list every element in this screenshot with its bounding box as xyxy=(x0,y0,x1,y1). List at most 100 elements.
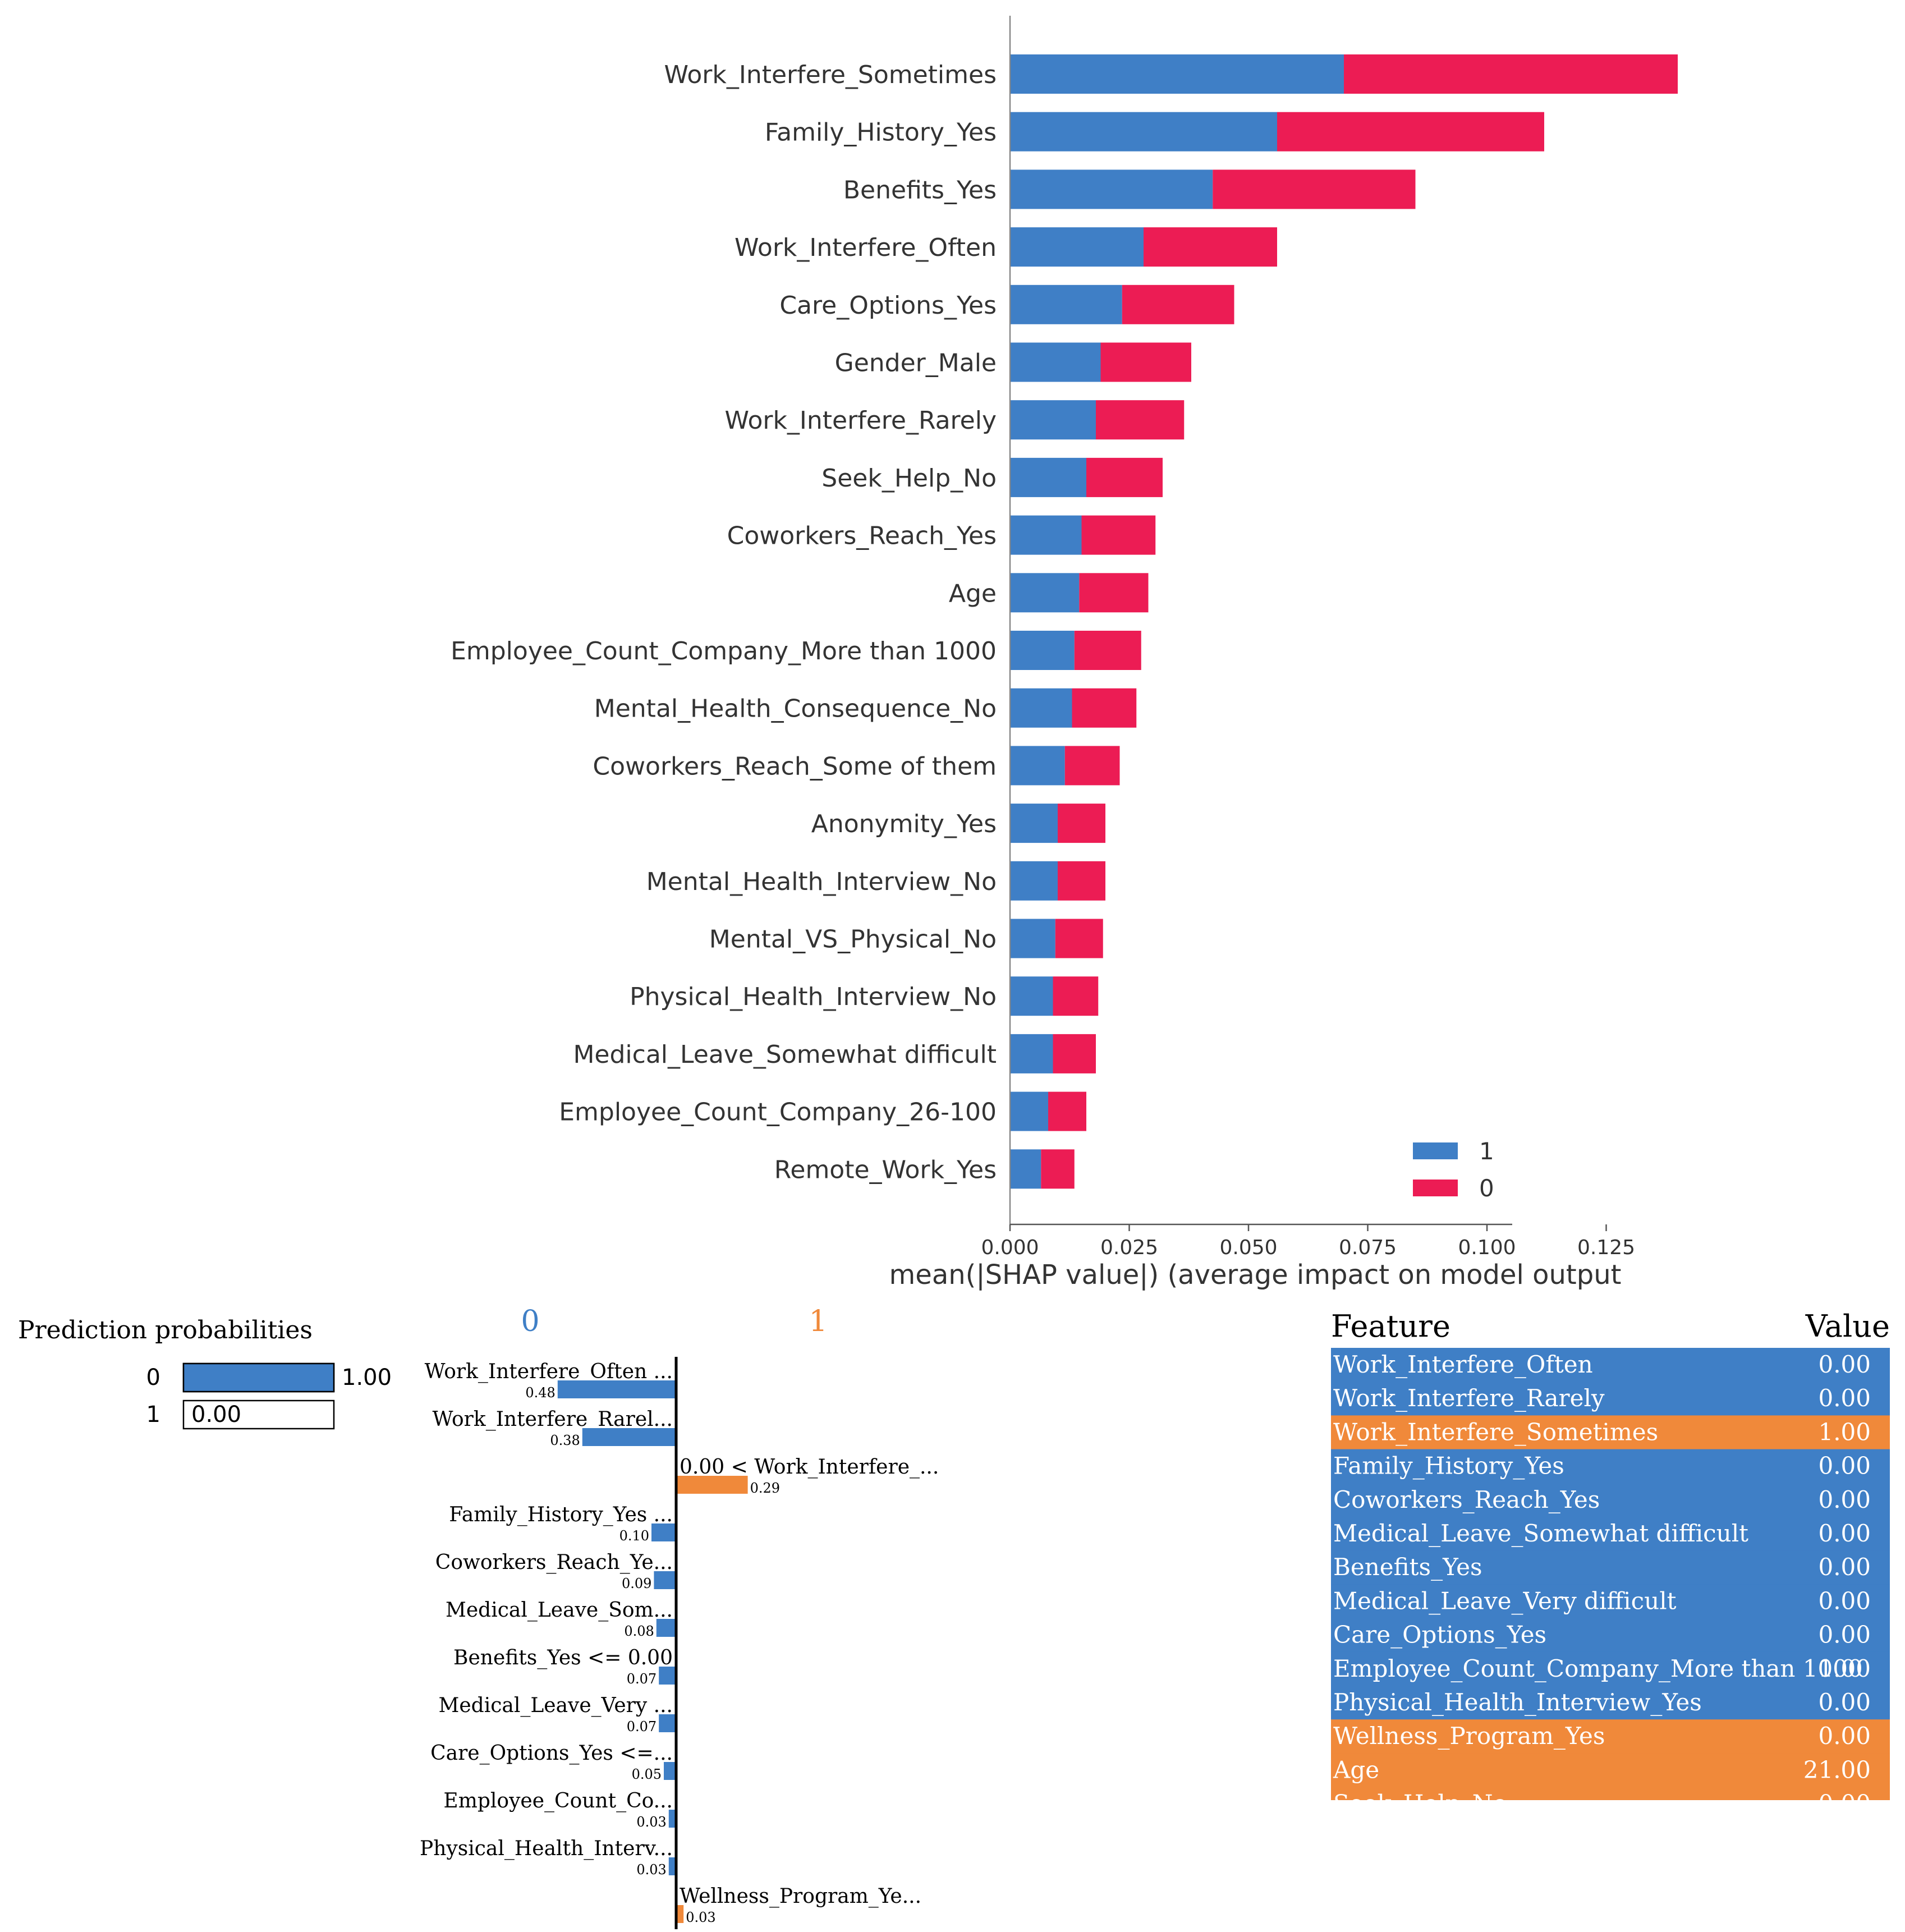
lime-value-label: 0.29 xyxy=(750,1480,780,1496)
legend-swatch-class-1 xyxy=(1413,1142,1458,1159)
feature-name: Physical_Health_Interview_Yes xyxy=(1333,1688,1702,1716)
shap-bar-seek-help-no-class-1 xyxy=(1010,457,1086,497)
feature-name: Medical_Leave_Very difficult xyxy=(1333,1587,1677,1614)
feature-name: Work_Interfere_Rarely xyxy=(1333,1384,1605,1412)
feature-row-seek-help-no xyxy=(1331,1787,1890,1800)
shap-bar-gender-male-class-1 xyxy=(1010,342,1101,382)
lime-feature-label: Employee_Count_Co... xyxy=(443,1789,673,1812)
lime-explanation-chart: 0 1 Work_Interfere_Often ... 0.48 Work_Int… xyxy=(420,1305,939,1929)
shap-bar-work-interfere-sometimes-class-1 xyxy=(1010,54,1344,94)
shap-feature-label: Physical_Health_Interview_No xyxy=(630,983,997,1011)
feature-row-family-history-yes xyxy=(1331,1449,1890,1484)
shap-feature-label: Work_Interfere_Sometimes xyxy=(664,61,997,89)
lime-bar-9 xyxy=(668,1810,676,1828)
feature-row-coworkers-reach-yes xyxy=(1331,1483,1890,1517)
shap-bar-medical-leave-somewhat-difficult-class-1 xyxy=(1010,1034,1053,1073)
feature-name: Family_History_Yes xyxy=(1333,1452,1564,1480)
shap-x-ticks: 0.000 0.025 0.050 0.075 0.100 0.125 xyxy=(981,1224,1635,1259)
feature-row-care-options-yes xyxy=(1331,1618,1890,1653)
proba-class-label-0: 0 xyxy=(146,1365,160,1391)
feature-value: 0.00 xyxy=(1818,1621,1871,1649)
shap-bar-work-interfere-sometimes-class-0 xyxy=(1344,54,1678,94)
feature-row-work-interfere-often xyxy=(1331,1348,1890,1382)
lime-bar-7 xyxy=(659,1714,676,1732)
shap-feature-label: Mental_Health_Interview_No xyxy=(646,868,997,896)
shap-bar-care-options-yes-class-1 xyxy=(1010,284,1122,324)
feature-value: 0.00 xyxy=(1818,1384,1871,1412)
feature-name: Employee_Count_Company_More than 1000 xyxy=(1333,1655,1863,1682)
feature-value: 21.00 xyxy=(1803,1756,1871,1783)
lime-feature-label: Medical_Leave_Som... xyxy=(446,1599,673,1622)
lime-value-label: 0.09 xyxy=(622,1576,651,1591)
shap-feature-label: Age xyxy=(949,579,997,608)
shap-bar-age-class-1 xyxy=(1010,573,1080,613)
proba-value-0: 1.00 xyxy=(342,1365,392,1391)
shap-bar-mental-health-consequence-no-class-0 xyxy=(1072,688,1137,728)
shap-feature-label: Work_Interfere_Often xyxy=(735,233,997,262)
feature-value: 0.00 xyxy=(1818,1520,1871,1547)
shap-x-tick-label: 0.075 xyxy=(1339,1236,1397,1259)
shap-bar-mental-health-consequence-no-class-1 xyxy=(1010,688,1072,728)
shap-legend: 10 xyxy=(1413,1137,1494,1202)
lime-bar-4 xyxy=(654,1571,676,1589)
lime-feature-label: Benefits_Yes <= 0.00 xyxy=(453,1646,673,1669)
shap-bar-mental-vs-physical-no-class-1 xyxy=(1010,919,1055,958)
feature-name: Coworkers_Reach_Yes xyxy=(1333,1486,1600,1513)
feature-value: 1.00 xyxy=(1818,1418,1871,1445)
feature-name: Wellness_Program_Yes xyxy=(1333,1722,1605,1750)
lime-value-label: 0.07 xyxy=(627,1671,657,1687)
lime-bar-3 xyxy=(651,1523,676,1541)
shap-bar-family-history-yes-class-0 xyxy=(1277,112,1544,152)
feature-row-age xyxy=(1331,1753,1890,1788)
feature-value: 0.00 xyxy=(1818,1722,1871,1750)
shap-x-axis-label: mean(|SHAP value|) (average impact on mo… xyxy=(889,1259,1622,1291)
shap-bar-coworkers-reach-some-of-them-class-1 xyxy=(1010,746,1065,786)
lime-value-label: 0.03 xyxy=(686,1910,715,1925)
shap-x-tick-label: 0.000 xyxy=(981,1236,1039,1259)
feature-name: Seek_Help_No xyxy=(1333,1790,1507,1818)
lime-value-label: 0.38 xyxy=(550,1433,580,1448)
shap-feature-label: Medical_Leave_Somewhat difficult xyxy=(573,1040,997,1069)
proba-class-label-1: 1 xyxy=(146,1402,160,1428)
legend-swatch-class-0 xyxy=(1413,1180,1458,1196)
shap-bar-mental-health-interview-no-class-1 xyxy=(1010,861,1058,901)
shap-bar-employee-count-company-more-than-1000-class-1 xyxy=(1010,631,1075,670)
feature-column-header: Feature xyxy=(1331,1309,1450,1344)
feature-name: Benefits_Yes xyxy=(1333,1553,1482,1581)
shap-feature-labels: Work_Interfere_Sometimes Family_History_Y… xyxy=(451,61,997,1184)
shap-bar-benefits-yes-class-0 xyxy=(1213,169,1416,209)
proba-bar-frame-1 xyxy=(182,1399,335,1430)
lime-feature-label: Family_History_Yes ... xyxy=(449,1503,673,1526)
lime-feature-label: Work_Interfere_Rarel... xyxy=(432,1408,673,1431)
shap-feature-label: Work_Interfere_Rarely xyxy=(725,406,997,435)
shap-summary-plot: Work_Interfere_Sometimes Family_History_Y… xyxy=(451,16,1678,1291)
shap-bar-anonymity-yes-class-0 xyxy=(1058,804,1105,843)
lime-bar-0 xyxy=(557,1380,676,1398)
lime-feature-label: 0.00 < Work_Interfere_... xyxy=(680,1456,939,1479)
shap-bar-medical-leave-somewhat-difficult-class-0 xyxy=(1053,1034,1096,1073)
shap-bar-benefits-yes-class-1 xyxy=(1010,169,1213,209)
lime-bar-11 xyxy=(676,1905,684,1923)
lime-bar-2 xyxy=(676,1476,748,1494)
legend-label-class-1: 1 xyxy=(1479,1137,1494,1165)
shap-bar-family-history-yes-class-1 xyxy=(1010,112,1277,152)
feature-value-table: Feature Value Work_Interfere_Often 0.00 Wo… xyxy=(1331,1309,1890,1818)
feature-name: Medical_Leave_Somewhat difficult xyxy=(1333,1520,1748,1547)
value-column-header: Value xyxy=(1805,1309,1890,1344)
lime-value-label: 0.10 xyxy=(619,1528,649,1544)
feature-value: 0.00 xyxy=(1818,1351,1871,1378)
feature-value: 0.00 xyxy=(1818,1452,1871,1480)
shap-bar-anonymity-yes-class-1 xyxy=(1010,804,1058,843)
shap-bar-work-interfere-often-class-1 xyxy=(1010,227,1144,267)
lime-prediction-probabilities: Prediction probabilities 0 1.00 1 0.00 xyxy=(18,1316,392,1430)
feature-row-benefits-yes xyxy=(1331,1550,1890,1585)
lime-bar-8 xyxy=(664,1762,676,1780)
shap-bar-coworkers-reach-some-of-them-class-0 xyxy=(1064,746,1120,786)
shap-feature-label: Benefits_Yes xyxy=(843,176,997,204)
shap-feature-label: Remote_Work_Yes xyxy=(774,1155,997,1184)
shap-bar-gender-male-class-0 xyxy=(1100,342,1191,382)
shap-feature-label: Mental_Health_Consequence_No xyxy=(594,695,997,723)
lime-feature-label: Medical_Leave_Very ... xyxy=(439,1694,673,1717)
shap-bar-mental-vs-physical-no-class-0 xyxy=(1055,919,1103,958)
feature-row-employee-count-company-more-than-1000 xyxy=(1331,1651,1890,1686)
